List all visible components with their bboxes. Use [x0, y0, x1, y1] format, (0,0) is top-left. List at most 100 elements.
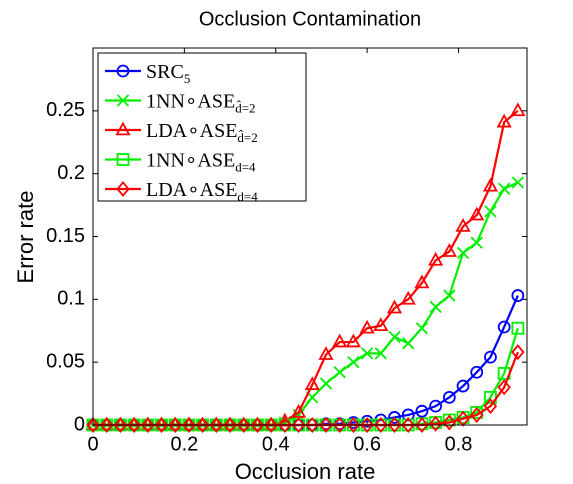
marker: [116, 180, 130, 198]
x-axis-label: Occlusion rate: [235, 459, 376, 484]
marker: [116, 64, 130, 78]
marker: [223, 416, 237, 434]
marker: [332, 333, 348, 348]
marker: [319, 377, 333, 390]
marker: [168, 416, 182, 434]
y-tick-label: 0.1: [57, 288, 85, 310]
x-tick-label: 0.4: [262, 433, 290, 455]
marker: [415, 416, 429, 434]
legend-name: 1NN∘ASE: [146, 150, 235, 172]
marker: [442, 390, 456, 404]
marker: [401, 408, 415, 422]
marker: [374, 347, 387, 360]
marker: [470, 406, 484, 423]
marker: [386, 299, 403, 314]
marker: [429, 399, 443, 413]
marker: [304, 376, 320, 391]
x-tick-label: 0.2: [170, 433, 198, 455]
chart-title: Occlusion Contamination: [199, 8, 421, 30]
marker: [415, 404, 429, 418]
y-tick-label: 0.2: [57, 162, 85, 184]
marker: [116, 94, 130, 107]
x-tick-label: 0: [87, 433, 98, 455]
legend-subscript: d=4: [235, 160, 256, 175]
marker: [456, 246, 470, 259]
marker: [414, 274, 430, 289]
legend-subscript: 5: [184, 71, 191, 86]
marker: [305, 416, 319, 434]
marker: [469, 206, 485, 221]
marker: [415, 322, 429, 335]
marker: [497, 379, 511, 396]
legend-label: LDA∘ASEd̂=2: [146, 120, 258, 145]
marker: [374, 416, 388, 434]
marker: [401, 416, 415, 434]
marker: [346, 416, 361, 434]
marker: [442, 414, 457, 431]
legend-subscript: d̂=2: [235, 100, 255, 115]
marker: [182, 416, 196, 434]
x-tick-label: 0.8: [445, 433, 473, 455]
legend-name: 1NN∘ASE: [146, 91, 235, 113]
marker: [278, 416, 292, 434]
marker: [113, 416, 128, 434]
legend-label: LDA∘ASEd=4: [146, 179, 258, 204]
marker: [209, 416, 224, 434]
y-tick-label: 0.15: [46, 225, 85, 247]
marker: [470, 236, 483, 249]
legend-subscript: d̂=2: [237, 130, 257, 145]
marker: [347, 356, 360, 369]
marker: [498, 182, 511, 195]
legend-label: 1NN∘ASEd̂=2: [146, 91, 256, 116]
marker: [237, 416, 251, 434]
marker: [345, 333, 361, 348]
legend-name: SRC: [146, 61, 184, 83]
marker: [86, 416, 100, 434]
marker: [319, 416, 333, 434]
marker: [387, 416, 402, 434]
plot-frame: [92, 47, 528, 426]
marker: [497, 320, 511, 334]
marker: [360, 416, 374, 434]
marker: [250, 416, 265, 434]
legend-label: SRC5: [146, 61, 190, 86]
marker: [373, 317, 389, 332]
marker: [388, 411, 401, 424]
marker: [154, 416, 169, 434]
marker: [456, 379, 470, 393]
marker: [116, 153, 130, 166]
legend-subscript: d=4: [237, 189, 258, 204]
marker: [291, 416, 306, 434]
marker: [484, 205, 497, 218]
marker: [428, 251, 444, 266]
marker: [511, 289, 525, 302]
marker: [441, 243, 457, 257]
legend-box: [97, 52, 307, 202]
marker: [428, 415, 443, 432]
marker: [400, 290, 416, 305]
marker: [429, 300, 442, 314]
marker: [360, 347, 374, 360]
marker: [483, 398, 498, 415]
marker: [402, 337, 415, 350]
legend-name: LDA∘ASE: [146, 179, 237, 201]
marker: [455, 217, 471, 232]
marker: [510, 102, 526, 117]
y-axis-label: Error rate: [13, 191, 38, 284]
marker: [291, 403, 307, 418]
marker: [443, 289, 456, 302]
marker: [359, 319, 375, 334]
marker: [496, 113, 512, 128]
legend-name: LDA∘ASE: [146, 120, 237, 142]
marker: [127, 416, 141, 434]
marker: [470, 365, 484, 379]
marker: [333, 416, 347, 434]
marker: [482, 177, 499, 192]
marker: [100, 416, 114, 434]
marker: [511, 344, 525, 361]
marker: [141, 416, 155, 434]
marker: [195, 416, 210, 434]
marker: [388, 330, 401, 344]
marker: [318, 346, 334, 360]
